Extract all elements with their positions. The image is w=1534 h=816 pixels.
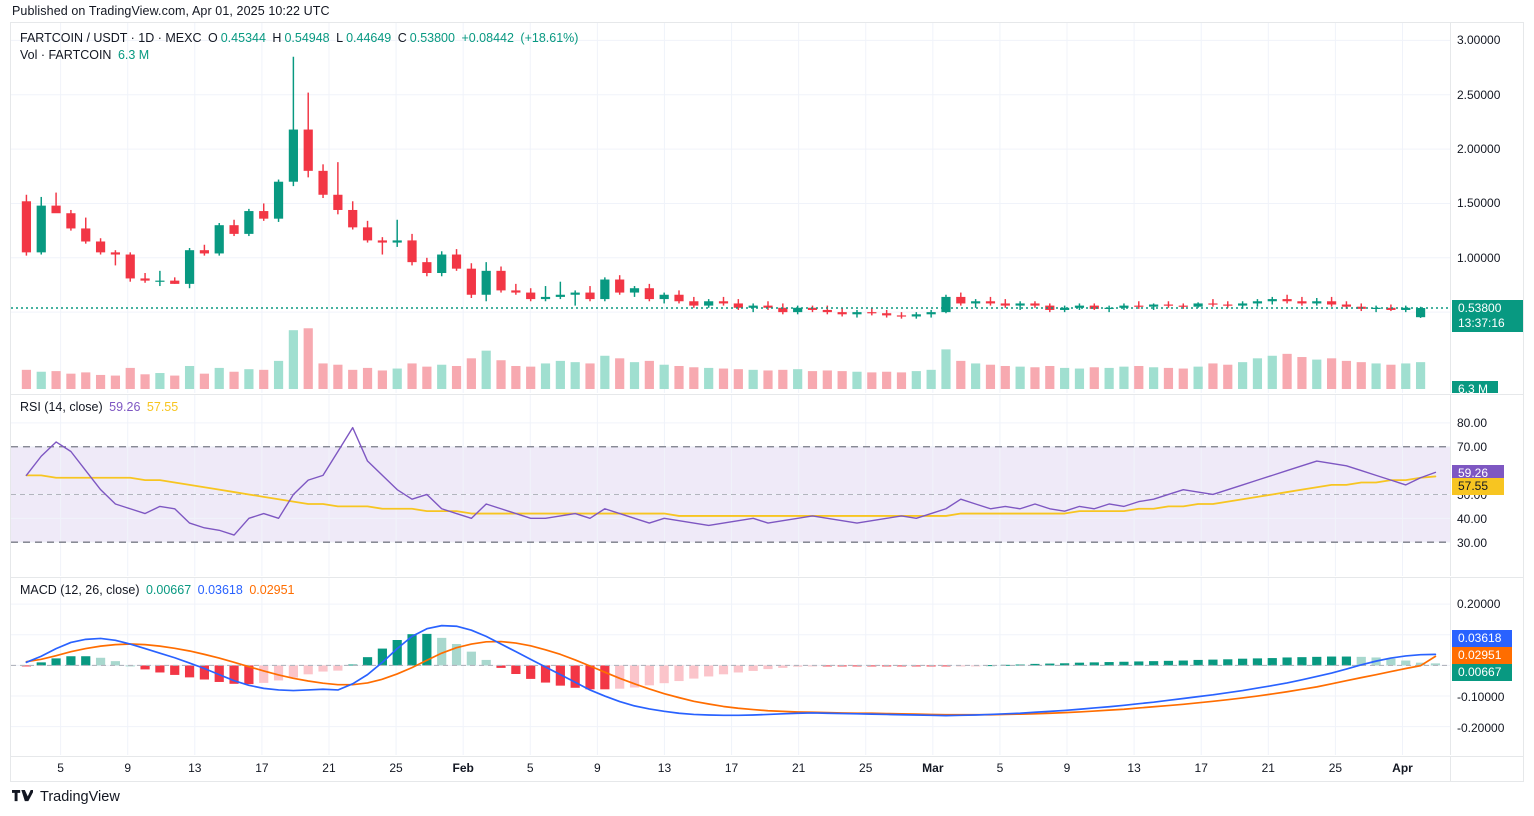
macd-line-badge[interactable]: 0.03618 — [1452, 629, 1512, 647]
rsi-scale-label: 80.00 — [1457, 416, 1488, 430]
time-axis-label[interactable]: 9 — [594, 761, 601, 775]
macd-scale-label: -0.20000 — [1457, 720, 1505, 735]
macd-scale[interactable]: 0.20000 -0.10000 -0.20000 0.03618 0.02951 0.0… — [1450, 578, 1523, 755]
rsi-scale-label: 70.00 — [1457, 440, 1488, 454]
time-axis-label[interactable]: Apr — [1392, 761, 1413, 775]
macd-signal-badge[interactable]: 0.02951 — [1452, 646, 1512, 664]
rsi-pane[interactable]: RSI (14, close) 59.26 57.55 80.00 70.00 50… — [11, 394, 1523, 576]
time-axis-pane[interactable]: 5 9 13 17 21 25 Feb 5 9 13 17 21 25 Mar 5 9 13 17 21 25 Apr — [11, 756, 1523, 781]
chart-frame: FARTCOIN / USDT · 1D · MEXC O 0.45344 H 0.… — [10, 22, 1524, 782]
time-axis-label[interactable]: 5 — [996, 761, 1004, 775]
macd-plot-area[interactable] — [11, 578, 1450, 755]
time-axis-label[interactable]: 21 — [791, 761, 806, 775]
rsi-scale-label: 40.00 — [1457, 512, 1488, 526]
price-scale-label: 2.50000 — [1457, 87, 1501, 102]
macd-svg — [11, 578, 1450, 755]
macd-pane[interactable]: MACD (12, 26, close) 0.00667 0.03618 0.0… — [11, 577, 1523, 755]
price-candlestick-svg — [11, 23, 1450, 393]
rsi-value-badge[interactable]: 59.26 — [1452, 464, 1504, 482]
time-axis-label[interactable]: Mar — [922, 761, 944, 775]
time-axis-corner — [1450, 757, 1523, 781]
price-countdown: 13:37:16 — [1458, 316, 1505, 330]
rsi-scale-label: 30.00 — [1457, 536, 1488, 550]
current-price-value: 0.53800 — [1458, 301, 1502, 315]
time-axis-label[interactable]: 25 — [859, 761, 873, 775]
current-price-badge[interactable]: 0.53800 13:37:16 — [1452, 300, 1523, 332]
rsi-svg — [11, 395, 1450, 576]
rsi-scale[interactable]: 80.00 70.00 50.00 40.00 30.00 59.26 57.55 — [1450, 395, 1523, 576]
macd-scale-label: 0.20000 — [1457, 597, 1501, 612]
price-scale-label: 1.00000 — [1457, 250, 1501, 265]
time-axis-label[interactable]: 9 — [1063, 761, 1071, 775]
rsi-ma-value-badge[interactable]: 57.55 — [1452, 477, 1504, 495]
macd-scale-label: -0.10000 — [1457, 689, 1505, 704]
time-axis-label[interactable]: 5 — [526, 761, 534, 775]
rsi-plot-area[interactable] — [11, 395, 1450, 576]
time-axis[interactable]: 5 9 13 17 21 25 Feb 5 9 13 17 21 25 Mar 5 9 13 17 21 25 Apr — [11, 757, 1450, 781]
tradingview-footer: TradingView — [12, 789, 120, 805]
time-axis-label[interactable]: 13 — [657, 761, 672, 775]
published-text: Published on TradingView.com, Apr 01, 20… — [12, 4, 330, 18]
volume-badge[interactable]: 6.3 M — [1452, 381, 1498, 393]
time-axis-label[interactable]: 21 — [1261, 761, 1275, 775]
tradingview-brand-label: TradingView — [40, 789, 120, 805]
time-axis-label[interactable]: 17 — [724, 761, 739, 775]
time-axis-label[interactable]: 5 — [57, 761, 64, 775]
price-plot-area[interactable] — [11, 23, 1450, 393]
time-axis-label[interactable]: 13 — [1127, 761, 1141, 775]
time-axis-label[interactable]: Feb — [452, 761, 474, 775]
time-axis-label[interactable]: 17 — [255, 761, 269, 775]
time-axis-label[interactable]: 17 — [1194, 761, 1208, 775]
price-scale-label: 3.00000 — [1457, 33, 1501, 48]
tradingview-logo-icon — [12, 790, 33, 802]
time-axis-label[interactable]: 9 — [124, 761, 132, 775]
price-pane[interactable]: FARTCOIN / USDT · 1D · MEXC O 0.45344 H 0.… — [11, 23, 1523, 393]
time-axis-label[interactable]: 13 — [188, 761, 202, 775]
price-scale[interactable]: 3.00000 2.50000 2.00000 1.50000 1.00000 0.538… — [1450, 23, 1523, 393]
time-axis-label[interactable]: 25 — [1328, 761, 1343, 775]
published-banner: Published on TradingView.com, Apr 01, 20… — [0, 0, 1534, 22]
time-axis-label[interactable]: 21 — [322, 761, 336, 775]
price-scale-label: 1.50000 — [1457, 196, 1501, 211]
macd-hist-badge[interactable]: 0.00667 — [1452, 663, 1512, 681]
time-axis-label[interactable]: 25 — [389, 761, 403, 775]
price-scale-label: 2.00000 — [1457, 142, 1501, 157]
